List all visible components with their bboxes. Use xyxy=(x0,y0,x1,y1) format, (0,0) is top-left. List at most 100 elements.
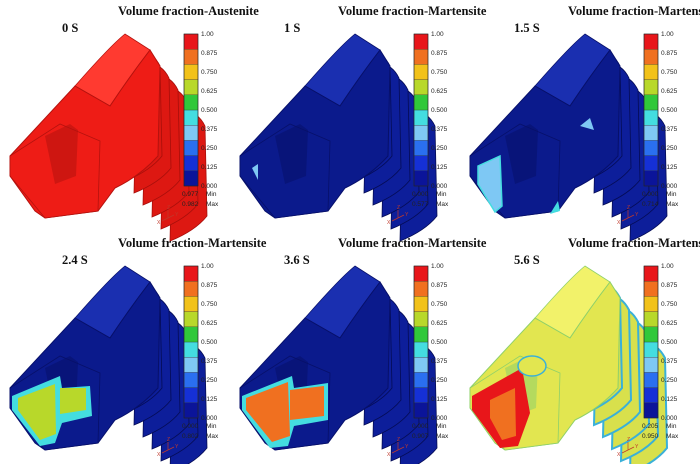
legend-swatch xyxy=(643,311,659,327)
region-martensite xyxy=(580,118,594,130)
legend-tick-label: 0.000 xyxy=(201,183,218,190)
min-value: 0.000 xyxy=(642,191,659,198)
legend-tick-label: 0.000 xyxy=(661,183,678,190)
legend-tick-label: 0.750 xyxy=(661,69,678,76)
axis-y xyxy=(627,214,635,219)
legend-tick-label: 0.500 xyxy=(201,107,218,114)
legend-swatch xyxy=(183,402,199,419)
axis-x xyxy=(161,449,169,454)
min-label: Min xyxy=(436,191,447,198)
legend-swatch xyxy=(643,265,659,282)
max-value: 0.577 xyxy=(412,201,429,208)
axis-z-label: Z xyxy=(167,205,170,211)
legend-tick-label: 0.000 xyxy=(431,415,448,422)
legend-tick-label: 0.875 xyxy=(201,282,218,289)
axis-y-label: Y xyxy=(635,444,639,450)
axis-triad: ZY X xyxy=(387,205,409,226)
legend-swatch xyxy=(413,341,429,358)
legend-tick-label: 0.625 xyxy=(431,320,448,327)
panel-title: Volume fraction-Austenite xyxy=(118,4,259,18)
legend-tick-label: 0.500 xyxy=(431,107,448,114)
legend-swatch xyxy=(183,155,199,171)
region-martensite xyxy=(18,384,56,440)
legend-swatch xyxy=(413,311,429,327)
max-label: Max xyxy=(666,201,679,208)
legend-tick-label: 0.125 xyxy=(201,396,218,403)
legend-frame xyxy=(643,265,659,419)
legend-swatch xyxy=(413,33,429,50)
axis-triad: ZY X xyxy=(387,437,409,458)
legend-tick-label: 0.500 xyxy=(201,339,218,346)
legend-swatch xyxy=(643,372,659,388)
legend-tick-label: 0.125 xyxy=(201,164,218,171)
part-render xyxy=(9,265,208,464)
legend-tick-label: 0.375 xyxy=(201,126,218,133)
legend-tick-label: 0.250 xyxy=(431,377,448,384)
legend-swatch xyxy=(183,265,199,282)
axis-z-label: Z xyxy=(627,437,630,443)
axis-x-label: X xyxy=(157,220,161,226)
max-value: 0.907 xyxy=(412,433,429,440)
max-label: Max xyxy=(206,201,219,208)
legend-tick-label: 0.500 xyxy=(661,339,678,346)
legend-swatch xyxy=(183,296,199,312)
panel-title: Volume fraction-Martensite xyxy=(338,236,487,250)
panel-p3: Volume fraction-Martensite 2.4 S 1.00 0.875… xyxy=(9,236,267,464)
panel-p5: Volume fraction-Martensite 5.6 S 1.00 0.875… xyxy=(469,236,700,464)
legend-swatch xyxy=(413,49,429,65)
legend-tick-label: 0.625 xyxy=(661,88,678,95)
max-label: Max xyxy=(436,201,449,208)
axis-y xyxy=(167,446,175,451)
axis-z-label: Z xyxy=(167,437,170,443)
legend-swatch xyxy=(643,79,659,95)
legend-tick-label: 0.750 xyxy=(201,69,218,76)
legend-swatch xyxy=(183,311,199,327)
legend-tick-label: 0.375 xyxy=(661,126,678,133)
legend-tick-label: 0.500 xyxy=(431,339,448,346)
legend-tick-label: 0.375 xyxy=(661,358,678,365)
min-value: 0.977 xyxy=(182,191,199,198)
legend-tick-label: 0.625 xyxy=(201,320,218,327)
region-martensite xyxy=(246,382,290,442)
axis-y xyxy=(397,214,405,219)
legend-tick-label: 0.250 xyxy=(661,145,678,152)
legend-frame xyxy=(413,265,429,419)
axis-z-label: Z xyxy=(397,437,400,443)
panel-title: Volume fraction-Martensite xyxy=(338,4,487,18)
legend-tick-label: 0.750 xyxy=(661,301,678,308)
panel-title: Volume fraction-Martensite xyxy=(568,4,700,18)
min-label: Min xyxy=(206,191,217,198)
legend-tick-label: 0.625 xyxy=(201,88,218,95)
legend-tick-label: 0.875 xyxy=(661,282,678,289)
legend-tick-label: 1.00 xyxy=(201,31,214,38)
max-label: Max xyxy=(666,433,679,440)
legend-tick-label: 0.125 xyxy=(431,396,448,403)
legend-swatch xyxy=(643,49,659,65)
axis-y-label: Y xyxy=(405,212,409,218)
axis-z-label: Z xyxy=(627,205,630,211)
min-value: 0.000 xyxy=(182,423,199,430)
legend-swatch xyxy=(183,372,199,388)
time-label: 2.4 S xyxy=(62,253,88,267)
panel-title: Volume fraction-Martensite xyxy=(118,236,267,250)
axis-triad: ZY X xyxy=(157,437,179,458)
legend-swatch xyxy=(643,140,659,156)
legend-tick-label: 0.875 xyxy=(431,282,448,289)
legend-swatch xyxy=(413,64,429,80)
legend-swatch xyxy=(643,125,659,141)
max-value: 0.714 xyxy=(642,201,659,208)
legend-swatch xyxy=(413,387,429,403)
min-value: 0.000 xyxy=(412,423,429,430)
panel-p0: Volume fraction-Austenite 0 S 1.00 0.875 0.7… xyxy=(9,4,259,242)
min-label: Min xyxy=(436,423,447,430)
legend-tick-label: 0.875 xyxy=(661,50,678,57)
legend-frame xyxy=(183,265,199,419)
legend-swatch xyxy=(413,155,429,171)
legend-swatch xyxy=(643,281,659,297)
legend-swatch xyxy=(183,64,199,80)
legend-swatch xyxy=(183,387,199,403)
panel-p4: Volume fraction-Martensite 3.6 S 1.00 0.875… xyxy=(239,236,487,464)
legend-frame xyxy=(183,33,199,187)
part-render xyxy=(469,265,669,464)
legend-swatch xyxy=(183,357,199,373)
